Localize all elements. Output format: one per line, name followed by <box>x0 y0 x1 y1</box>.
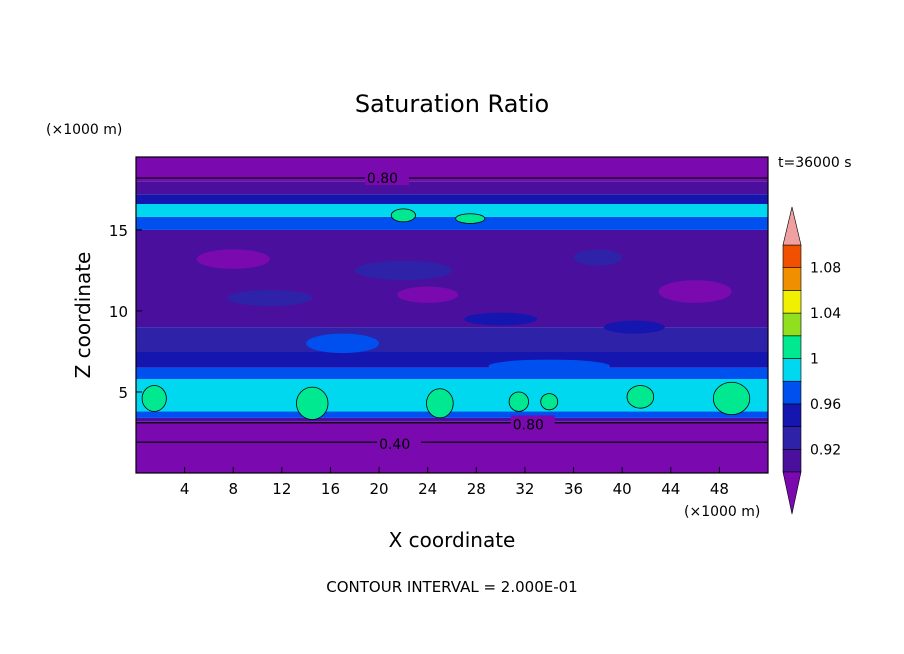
x-tick-label: 40 <box>613 480 632 498</box>
x-tick-label: 16 <box>321 480 340 498</box>
field-patch <box>227 289 313 307</box>
field-band <box>136 351 768 368</box>
colorbar-segment <box>782 448 802 473</box>
field-band <box>136 194 768 204</box>
contour-label: 0.40 <box>379 437 410 453</box>
colorbar-label: 1 <box>810 352 819 368</box>
field-patch <box>603 320 665 334</box>
y-tick-label: 15 <box>109 222 128 240</box>
x-tick-label: 24 <box>418 480 437 498</box>
field-band <box>136 411 768 418</box>
field-patch <box>426 388 454 419</box>
y-axis-ticks: 5 10 15 <box>109 222 142 402</box>
x-tick-label: 4 <box>180 480 190 498</box>
field-patch <box>658 280 732 303</box>
colorbar-label: 1.04 <box>810 306 841 322</box>
y-tick-label: 5 <box>118 384 128 402</box>
x-tick-label: 8 <box>228 480 238 498</box>
x-tick-label: 44 <box>661 480 680 498</box>
contour-labels: 0.80 0.80 0.40 <box>364 169 555 453</box>
y-axis-label: Z coordinate <box>71 252 95 379</box>
contour-label-bg <box>510 415 555 432</box>
field-patch <box>488 359 610 373</box>
colorbar-label: 0.96 <box>810 397 841 413</box>
field-band <box>136 216 768 230</box>
field-patch <box>455 213 486 224</box>
x-tick-label: 36 <box>564 480 583 498</box>
field-band <box>136 181 768 195</box>
colorbar-segment <box>782 358 802 382</box>
field-band <box>136 229 768 328</box>
colorbar-under-triangle <box>782 471 802 515</box>
colorbar-segment <box>782 267 802 291</box>
field-patch <box>540 393 559 411</box>
contour-lines <box>136 177 768 443</box>
colorbar-segment <box>782 312 802 337</box>
chart-title: Saturation Ratio <box>355 90 549 118</box>
colorbar-segment <box>782 380 802 405</box>
field-patch <box>573 249 623 266</box>
x-axis-ticks: 4 8 12 16 20 24 28 32 36 40 44 48 <box>180 467 729 498</box>
colorbar: 0.92 0.96 1 1.04 1.08 <box>782 206 841 515</box>
x-axis-unit: (×1000 m) <box>684 504 760 520</box>
field-patch <box>141 385 167 412</box>
x-tick-label: 48 <box>710 480 729 498</box>
contour-label: 0.80 <box>513 417 544 433</box>
colorbar-segment <box>782 290 802 314</box>
colorbar-label: 1.08 <box>810 261 841 277</box>
x-axis-label: X coordinate <box>389 528 516 552</box>
field-patch <box>508 391 529 412</box>
colorbar-segment <box>782 426 802 450</box>
field-patch <box>296 386 329 420</box>
field-patch <box>354 260 452 281</box>
field-patch <box>712 381 751 416</box>
field-band <box>136 417 768 422</box>
colorbar-segment <box>782 244 802 269</box>
field-patch <box>626 385 655 409</box>
plot-frame <box>135 156 769 474</box>
field-fills <box>136 157 768 473</box>
field-patch <box>397 286 459 303</box>
x-tick-label: 32 <box>515 480 534 498</box>
x-tick-label: 28 <box>467 480 486 498</box>
colorbar-segment <box>782 335 802 359</box>
colorbar-over-triangle <box>782 206 802 246</box>
x-tick-label: 20 <box>370 480 389 498</box>
field-band <box>136 157 768 182</box>
colorbar-segment <box>782 403 802 427</box>
x-tick-label: 12 <box>272 480 291 498</box>
contour-label-bg <box>364 169 409 186</box>
field-patch <box>464 312 538 326</box>
field-patch <box>306 333 380 354</box>
field-band <box>136 421 768 473</box>
contour-interval-footer: CONTOUR INTERVAL = 2.000E-01 <box>326 578 577 596</box>
time-label: t=36000 s <box>778 155 852 171</box>
contour-label-bg <box>377 434 422 451</box>
field-band <box>136 367 768 380</box>
y-tick-label: 10 <box>109 303 128 321</box>
field-band <box>136 203 768 217</box>
field-band <box>136 327 768 352</box>
y-axis-unit: (×1000 m) <box>46 122 122 138</box>
field-patch <box>196 249 270 269</box>
contour-label: 0.80 <box>367 171 398 187</box>
plot-area: 0.80 0.80 0.40 <box>135 156 769 474</box>
colorbar-label: 0.92 <box>810 442 841 458</box>
field-patch <box>390 208 416 223</box>
